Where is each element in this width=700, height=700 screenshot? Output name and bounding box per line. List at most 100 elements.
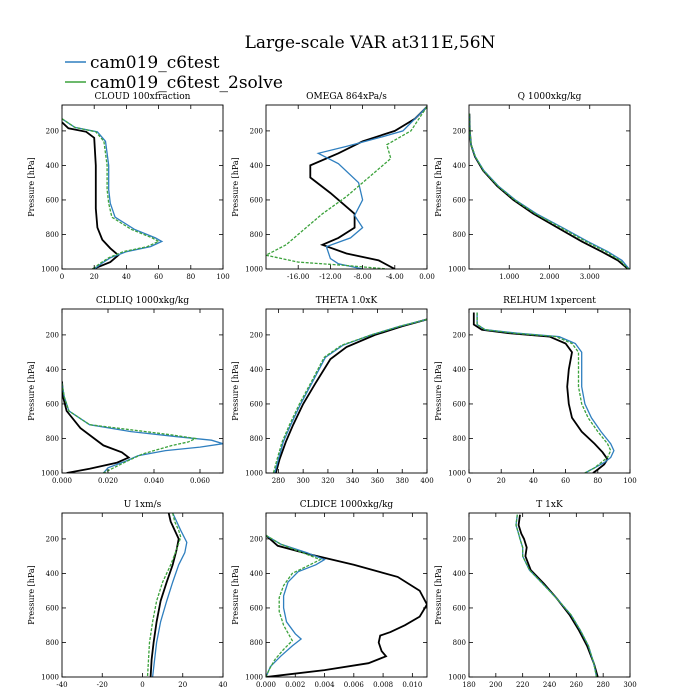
x-tick-label: -8.00 xyxy=(354,273,372,281)
series-line-1 xyxy=(472,312,609,473)
panel-title: RELHUM 1xpercent xyxy=(503,296,596,306)
x-tick-label: -20 xyxy=(97,681,108,689)
y-tick-label: 200 xyxy=(250,331,263,339)
series-line-2 xyxy=(266,534,326,677)
x-tick-label: 3.000 xyxy=(580,273,600,281)
series-line-2 xyxy=(62,118,164,269)
series-line-2 xyxy=(151,513,188,677)
x-tick-label: 0.006 xyxy=(344,681,365,689)
y-tick-label: 600 xyxy=(453,604,466,612)
x-tick-label: 0.002 xyxy=(285,681,305,689)
x-tick-label: 320 xyxy=(321,477,334,485)
panel-title: T 1xK xyxy=(536,500,563,510)
y-tick-label: 400 xyxy=(453,162,466,170)
series-line-1 xyxy=(62,381,131,473)
x-tick-label: 100 xyxy=(216,273,229,281)
x-tick-label: 0.000 xyxy=(52,477,72,485)
x-tick-label: 360 xyxy=(371,477,384,485)
y-axis-label: Pressure [hPa] xyxy=(27,361,36,421)
y-tick-label: 400 xyxy=(250,162,263,170)
figure-title: Large-scale VAR at311E,56N xyxy=(245,33,496,53)
y-axis-label: Pressure [hPa] xyxy=(27,157,36,217)
series-line-1 xyxy=(309,106,427,269)
y-tick-label: 1000 xyxy=(245,674,263,682)
y-tick-label: 800 xyxy=(453,435,466,443)
y-tick-label: 400 xyxy=(250,366,263,374)
x-tick-label: 260 xyxy=(570,681,583,689)
y-tick-label: 200 xyxy=(46,535,59,543)
panel-title: CLDICE 1000xkg/kg xyxy=(300,500,394,510)
y-tick-label: 600 xyxy=(250,400,263,408)
y-tick-label: 200 xyxy=(453,535,466,543)
series-line-3 xyxy=(515,514,598,677)
x-tick-label: 340 xyxy=(346,477,359,485)
series-line-3 xyxy=(266,106,427,269)
series-group xyxy=(272,318,427,473)
x-tick-label: 20 xyxy=(90,273,99,281)
y-tick-label: 200 xyxy=(250,127,263,135)
plot-frame xyxy=(265,512,428,678)
x-tick-label: 0.020 xyxy=(98,477,118,485)
x-tick-label: 60 xyxy=(561,477,570,485)
y-tick-label: 400 xyxy=(46,162,59,170)
series-group xyxy=(62,381,223,473)
y-tick-label: 1000 xyxy=(245,470,263,478)
y-tick-label: 600 xyxy=(453,196,466,204)
y-tick-label: 200 xyxy=(250,535,263,543)
series-group xyxy=(266,106,427,269)
y-tick-label: 400 xyxy=(46,570,59,578)
y-tick-label: 600 xyxy=(250,196,263,204)
x-tick-label: 0.060 xyxy=(190,477,210,485)
panel-4: CLDLIQ 1000xkg/kg Pressure [hPa] 200 400 600… xyxy=(27,296,224,485)
plot-frame xyxy=(61,512,224,678)
series-line-3 xyxy=(146,513,182,677)
plot-frame xyxy=(468,308,631,474)
series-line-1 xyxy=(62,121,120,269)
y-tick-label: 1000 xyxy=(448,266,466,274)
y-axis-label: Pressure [hPa] xyxy=(434,157,443,217)
y-tick-label: 800 xyxy=(453,231,466,239)
panel-title: CLDLIQ 1000xkg/kg xyxy=(96,296,190,306)
series-line-1 xyxy=(266,534,427,677)
series-line-2 xyxy=(316,106,427,269)
y-tick-label: 600 xyxy=(250,604,263,612)
panel-3: Q 1000xkg/kg Pressure [hPa] 200 400 600 800 10… xyxy=(434,92,631,281)
x-tick-label: 40 xyxy=(529,477,538,485)
panel-8: CLDICE 1000xkg/kg Pressure [hPa] 200 400 600… xyxy=(231,500,428,689)
plot-frame xyxy=(468,104,631,270)
series-line-2 xyxy=(62,383,223,473)
series-line-2 xyxy=(469,113,630,269)
x-tick-label: -4.00 xyxy=(386,273,404,281)
x-tick-label: 240 xyxy=(543,681,556,689)
y-axis-label: Pressure [hPa] xyxy=(434,361,443,421)
legend-label-test: cam019_c6test xyxy=(90,53,220,73)
x-tick-label: 0.00 xyxy=(419,273,435,281)
x-tick-label: 20 xyxy=(178,681,187,689)
x-tick-label: 0 xyxy=(60,273,64,281)
series-group xyxy=(515,514,599,677)
y-tick-label: 1000 xyxy=(41,266,59,274)
series-line-3 xyxy=(62,118,161,269)
legend: cam019_c6test cam019_c6test_2solve xyxy=(65,53,283,93)
y-tick-label: 600 xyxy=(453,400,466,408)
x-tick-label: 0.008 xyxy=(373,681,393,689)
panel-title: OMEGA 864xPa/s xyxy=(306,92,387,102)
x-tick-label: 40 xyxy=(122,273,131,281)
y-tick-label: 200 xyxy=(453,331,466,339)
y-tick-label: 800 xyxy=(46,639,59,647)
y-tick-label: 200 xyxy=(46,127,59,135)
series-line-1 xyxy=(517,514,599,677)
x-tick-label: 0.010 xyxy=(402,681,422,689)
y-axis-label: Pressure [hPa] xyxy=(231,565,240,625)
x-tick-label: -16.00 xyxy=(287,273,309,281)
x-tick-label: 0.000 xyxy=(256,681,276,689)
x-tick-label: 80 xyxy=(186,273,195,281)
plot-frame xyxy=(265,308,428,474)
panel-title: Q 1000xkg/kg xyxy=(518,92,582,102)
panel-2: OMEGA 864xPa/s Pressure [hPa] 200 400 600 800… xyxy=(231,92,435,281)
panel-title: CLOUD 100xfraction xyxy=(95,92,191,102)
